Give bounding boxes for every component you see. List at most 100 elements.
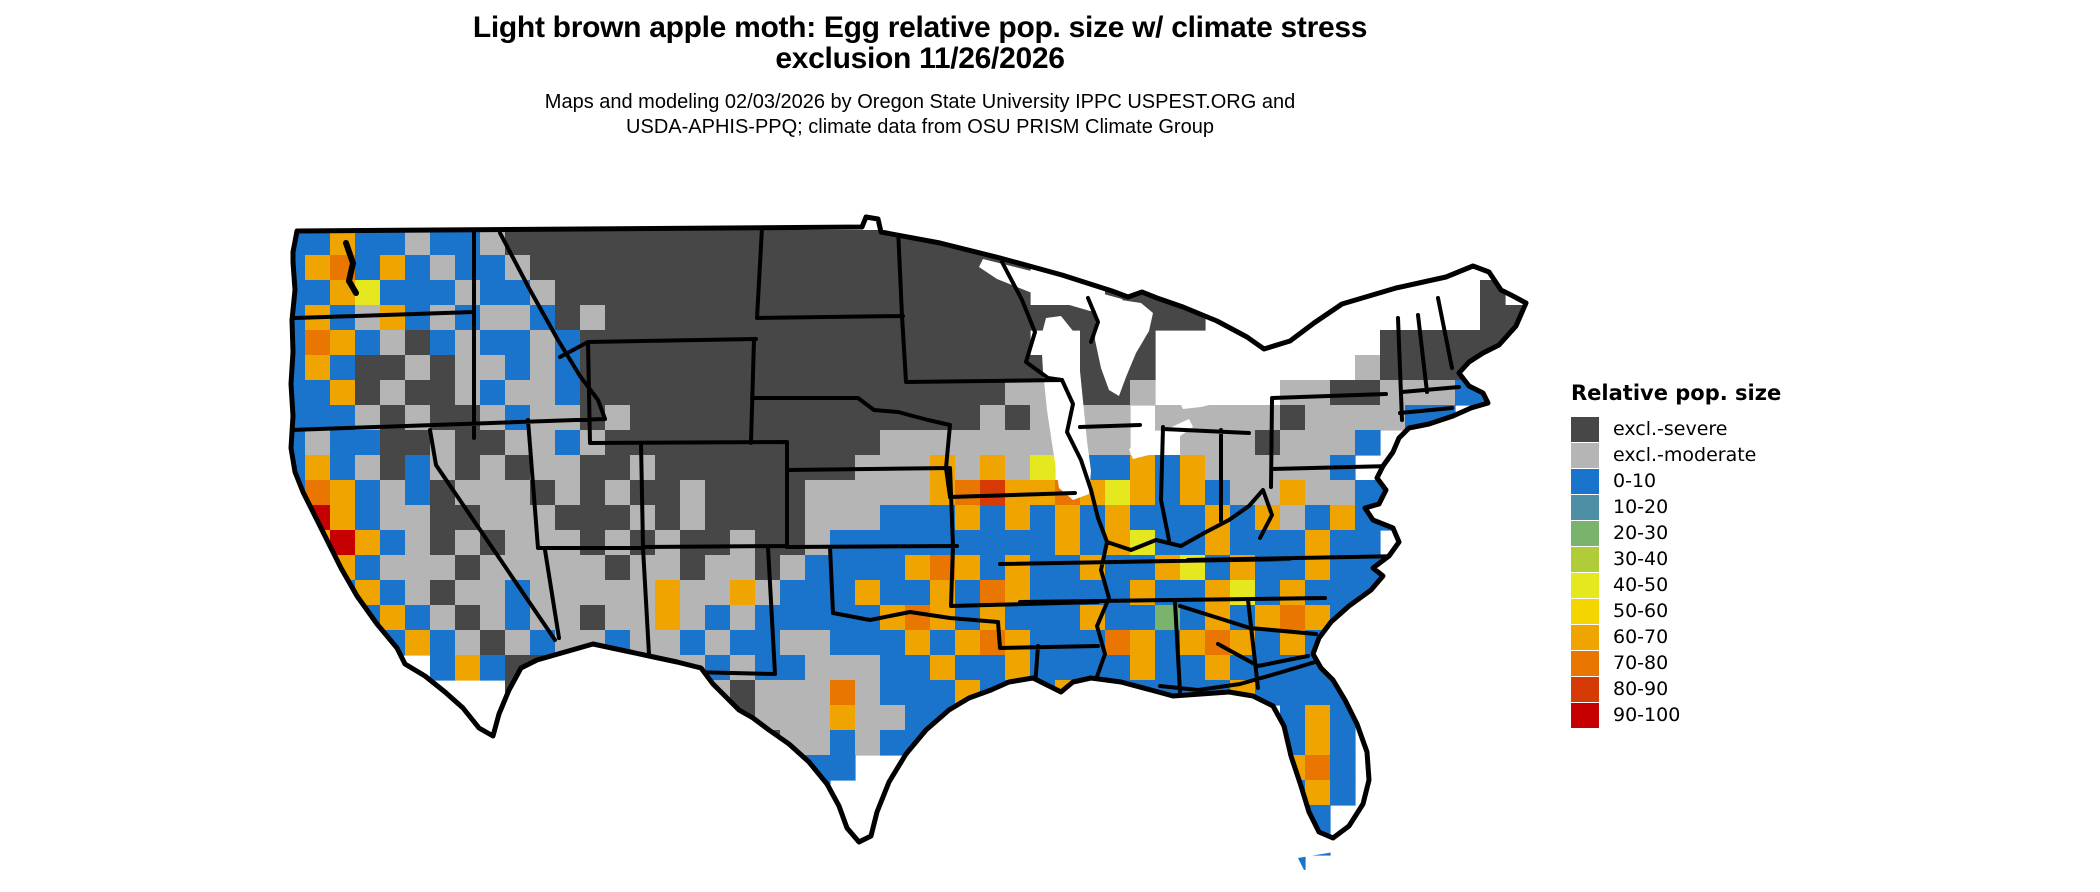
raster-cell — [980, 355, 1006, 381]
legend-swatch — [1571, 442, 1599, 468]
raster-cell — [855, 530, 881, 556]
raster-cell — [1155, 305, 1181, 331]
legend-swatch — [1571, 572, 1599, 598]
raster-cell — [530, 255, 556, 281]
raster-cell — [955, 405, 981, 431]
raster-cell — [380, 305, 406, 331]
raster-cell — [1030, 605, 1056, 631]
raster-cell — [1205, 455, 1231, 481]
raster-cell — [480, 580, 506, 606]
raster-cell — [430, 280, 456, 306]
raster-cell — [605, 380, 631, 406]
raster-cell — [1005, 655, 1031, 681]
raster-cell — [805, 505, 831, 531]
raster-cell — [330, 480, 356, 506]
raster-cell — [505, 355, 531, 381]
raster-cell — [680, 630, 706, 656]
raster-cell — [705, 230, 731, 256]
raster-cell — [455, 430, 481, 456]
state-borders — [291, 226, 1461, 702]
legend-item: 60-70 — [1571, 624, 1901, 650]
legend-swatch — [1571, 598, 1599, 624]
raster-cell — [955, 530, 981, 556]
raster-cell — [1230, 530, 1256, 556]
raster-cell — [805, 580, 831, 606]
raster-cell — [1030, 455, 1056, 481]
raster-cell — [705, 730, 731, 756]
raster-cell — [980, 380, 1006, 406]
raster-cell — [380, 505, 406, 531]
raster-cell — [1080, 230, 1106, 256]
raster-cell — [1105, 505, 1131, 531]
raster-cell — [930, 280, 956, 306]
raster-cell — [1030, 555, 1056, 581]
raster-cell — [1105, 605, 1131, 631]
raster-cell — [1005, 405, 1031, 431]
raster-cell — [1055, 230, 1081, 256]
raster-cell — [505, 505, 531, 531]
raster-cell — [605, 580, 631, 606]
raster-cell — [1005, 705, 1031, 731]
map-subtitle-line1: Maps and modeling 02/03/2026 by Oregon S… — [544, 91, 1296, 113]
raster-cell — [1280, 855, 1306, 870]
raster-cell — [455, 530, 481, 556]
raster-cell — [430, 505, 456, 531]
raster-cell — [905, 280, 931, 306]
raster-cell — [1180, 505, 1206, 531]
raster-cell — [1280, 430, 1306, 456]
raster-cell — [780, 405, 806, 431]
raster-cell — [755, 330, 781, 356]
raster-cell — [580, 555, 606, 581]
raster-cell — [1055, 630, 1081, 656]
raster-cell — [830, 505, 856, 531]
raster-cell — [880, 630, 906, 656]
raster-cell — [805, 655, 831, 681]
raster-cell — [455, 580, 481, 606]
raster-cell — [330, 355, 356, 381]
raster-cell — [1205, 480, 1231, 506]
raster-cell — [1330, 480, 1356, 506]
raster-cell — [730, 230, 756, 256]
raster-cell — [630, 680, 656, 706]
raster-cell — [980, 530, 1006, 556]
raster-cell — [705, 330, 731, 356]
legend-label: 30-40 — [1613, 548, 1669, 570]
raster-cell — [655, 555, 681, 581]
raster-cell — [905, 380, 931, 406]
raster-cell — [1330, 780, 1356, 806]
raster-cell — [980, 305, 1006, 331]
raster-cell — [705, 255, 731, 281]
raster-cell — [830, 405, 856, 431]
raster-cell — [355, 330, 381, 356]
legend-label: 0-10 — [1613, 470, 1657, 492]
raster-cell — [655, 405, 681, 431]
raster-cell — [730, 280, 756, 306]
raster-cell — [805, 330, 831, 356]
raster-cell — [1105, 655, 1131, 681]
raster-cell — [1255, 855, 1281, 870]
raster-cell — [805, 605, 831, 631]
raster-cell — [1430, 330, 1456, 356]
raster-cell — [605, 605, 631, 631]
raster-cell — [330, 455, 356, 481]
raster-cell — [305, 405, 331, 431]
legend-item: 30-40 — [1571, 546, 1901, 572]
legend-items: excl.-severe excl.-moderate 0-10 10-20 20-30… — [1571, 416, 1901, 728]
raster-cell — [780, 230, 806, 256]
raster-cell — [880, 430, 906, 456]
raster-cell — [1355, 405, 1381, 431]
raster-cell — [780, 530, 806, 556]
raster-cell — [380, 280, 406, 306]
raster-cell — [405, 480, 431, 506]
raster-cell — [291, 505, 306, 531]
raster-cell — [580, 480, 606, 506]
raster-cell — [1280, 605, 1306, 631]
raster-cell — [1255, 605, 1281, 631]
legend-swatch — [1571, 702, 1599, 728]
raster-cell — [530, 530, 556, 556]
raster-cell — [930, 430, 956, 456]
legend-label: 20-30 — [1613, 522, 1669, 544]
raster-cell — [680, 405, 706, 431]
raster-cell — [1180, 455, 1206, 481]
